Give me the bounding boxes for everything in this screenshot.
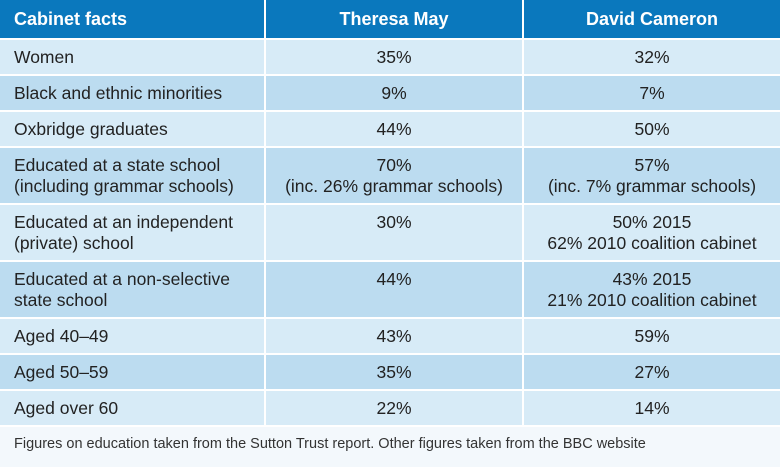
table-row: Black and ethnic minorities 9% 7% [0, 75, 780, 112]
table-row: Aged over 60 22% 14% [0, 390, 780, 427]
source-footnote: Figures on education taken from the Sutt… [14, 436, 646, 452]
cameron-value: 57% (inc. 7% grammar schools) [523, 147, 780, 205]
may-value: 35% [265, 354, 524, 391]
table-row: Educated at a non-selective state school… [0, 261, 780, 319]
table-row: Aged 50–59 35% 27% [0, 354, 780, 391]
header-david-cameron: David Cameron [523, 0, 780, 40]
cameron-value: 50% [523, 111, 780, 148]
row-label: Educated at a non-selective state school [0, 261, 266, 319]
header-cabinet-facts: Cabinet facts [0, 0, 266, 40]
may-value: 43% [265, 318, 524, 355]
cameron-value: 43% 2015 21% 2010 coalition cabinet [523, 261, 780, 319]
may-value: 70% (inc. 26% grammar schools) [265, 147, 524, 205]
may-value: 44% [265, 261, 524, 319]
cameron-value: 14% [523, 390, 780, 427]
row-label: Educated at an independent (private) sch… [0, 204, 266, 262]
row-label: Aged over 60 [0, 390, 266, 427]
row-label: Oxbridge graduates [0, 111, 266, 148]
may-value: 44% [265, 111, 524, 148]
cameron-value: 7% [523, 75, 780, 112]
may-value: 35% [265, 39, 524, 76]
table-row: Educated at a state school (including gr… [0, 147, 780, 205]
table-header-row: Cabinet facts Theresa May David Cameron [0, 0, 780, 40]
may-value: 22% [265, 390, 524, 427]
cameron-value: 32% [523, 39, 780, 76]
cameron-value: 27% [523, 354, 780, 391]
row-label: Aged 40–49 [0, 318, 266, 355]
row-label: Women [0, 39, 266, 76]
cabinet-facts-table: Cabinet facts Theresa May David Cameron … [0, 0, 780, 427]
row-label: Black and ethnic minorities [0, 75, 266, 112]
table-row: Educated at an independent (private) sch… [0, 204, 780, 262]
table-row: Women 35% 32% [0, 39, 780, 76]
cameron-value: 50% 2015 62% 2010 coalition cabinet [523, 204, 780, 262]
row-label: Educated at a state school (including gr… [0, 147, 266, 205]
header-theresa-may: Theresa May [265, 0, 524, 40]
table-row: Oxbridge graduates 44% 50% [0, 111, 780, 148]
cameron-value: 59% [523, 318, 780, 355]
may-value: 30% [265, 204, 524, 262]
table-row: Aged 40–49 43% 59% [0, 318, 780, 355]
may-value: 9% [265, 75, 524, 112]
row-label: Aged 50–59 [0, 354, 266, 391]
